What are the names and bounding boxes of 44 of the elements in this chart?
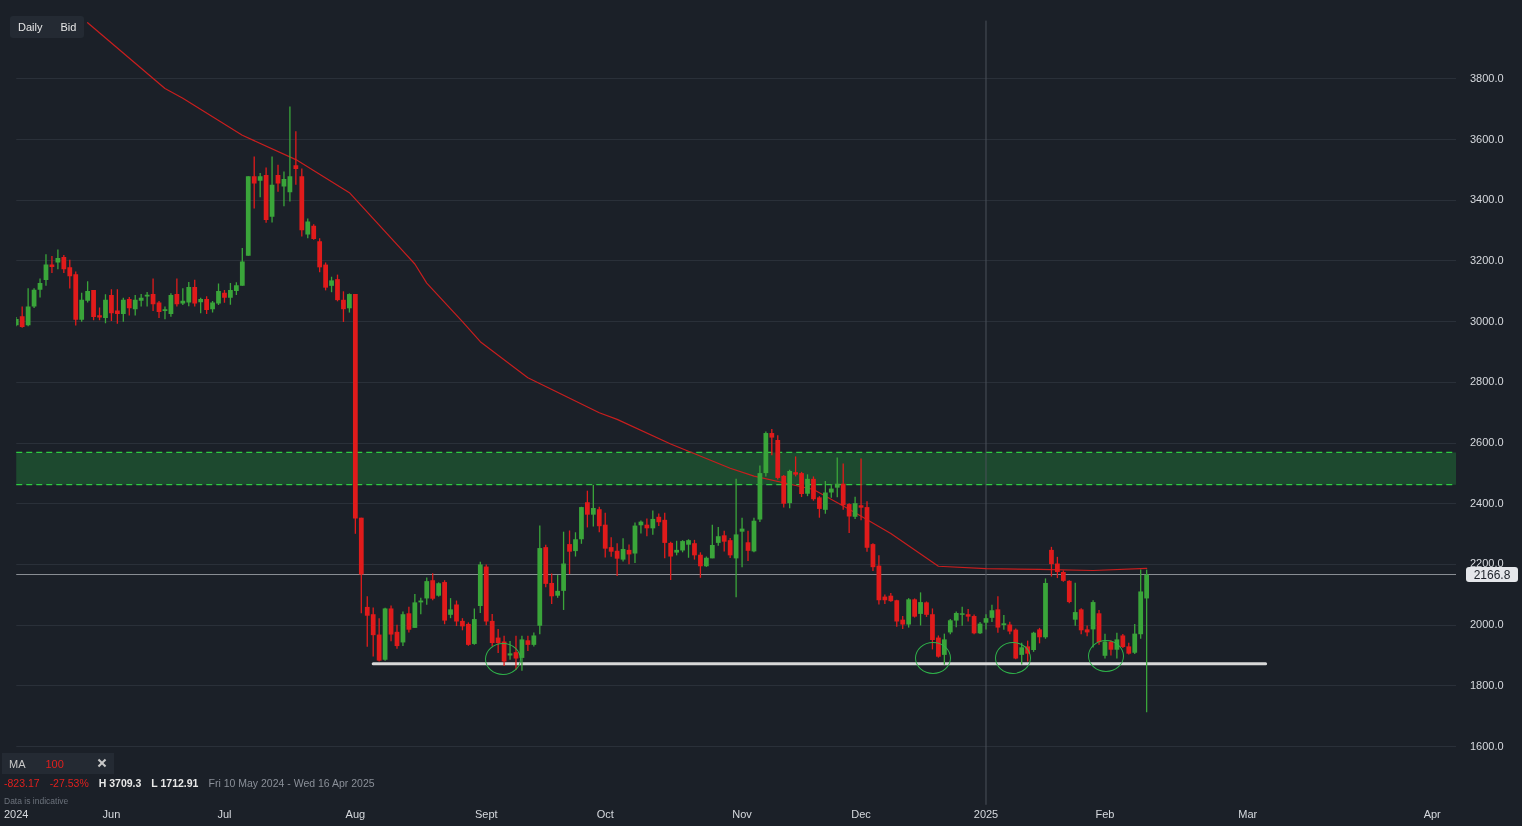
candlestick <box>983 614 989 630</box>
x-tick-label: Nov <box>732 808 753 821</box>
candlestick <box>858 458 864 521</box>
x-tick-label: 2024 <box>3 808 29 821</box>
candlestick <box>174 278 180 307</box>
candlestick <box>525 635 531 651</box>
ref-line-label: 2166.8 <box>1473 567 1511 582</box>
annotation: Daily <box>18 21 43 33</box>
x-tick-label: Feb <box>1095 808 1115 821</box>
x-tick-label: Dec <box>851 808 872 821</box>
y-tick-label: 2400.0 <box>1470 496 1504 509</box>
candlestick <box>293 131 299 185</box>
annotation: -27.53% <box>49 777 89 789</box>
y-tick-label: 2600.0 <box>1470 436 1504 449</box>
x-tick-label: Jul <box>217 808 232 821</box>
y-tick-label: 2800.0 <box>1470 375 1504 388</box>
y-tick-label: 3200.0 <box>1470 253 1504 266</box>
candlestick <box>745 530 751 562</box>
annotation: H 3709.3 <box>98 777 142 789</box>
annotation: Fri 10 May 2024 - Wed 16 Apr 2025 <box>208 777 375 789</box>
y-tick-label: 1600.0 <box>1470 739 1504 752</box>
y-tick-label: 3800.0 <box>1470 71 1504 84</box>
indicator-panel: MA 100 <box>2 753 114 774</box>
x-tick-label: Jun <box>102 808 121 821</box>
annotation: Data is indicative <box>4 796 69 806</box>
y-tick-label: 3400.0 <box>1470 193 1504 206</box>
x-tick-label: Apr <box>1423 808 1442 821</box>
x-tick-label: Mar <box>1238 808 1258 821</box>
y-tick-label: 3600.0 <box>1470 132 1504 145</box>
y-tick-label: 1800.0 <box>1470 678 1504 691</box>
x-tick-label: 2025 <box>973 808 999 821</box>
annotation: MA <box>9 757 26 770</box>
y-tick-label: 2000.0 <box>1470 618 1504 631</box>
y-tick-label: 3000.0 <box>1470 314 1504 327</box>
annotation: 100 <box>45 757 64 770</box>
candlestick <box>275 164 281 192</box>
annotation: L 1712.91 <box>151 777 199 789</box>
annotation: -823.17 <box>4 777 40 789</box>
x-tick-label: Sept <box>474 808 498 821</box>
x-tick-label: Aug <box>345 808 366 821</box>
x-tick-label: Oct <box>596 808 614 821</box>
annotation: Bid <box>60 21 77 33</box>
y-tick-label: 2200.0 <box>1470 557 1504 570</box>
candlestick <box>513 635 519 671</box>
